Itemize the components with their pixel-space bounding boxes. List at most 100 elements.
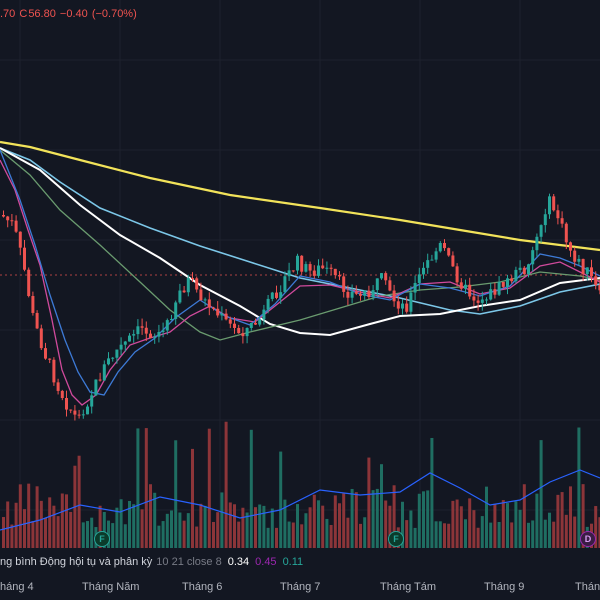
- volume-bar: [522, 484, 526, 548]
- volume-bar: [128, 500, 131, 548]
- volume-bar: [144, 428, 148, 548]
- volume-bar: [342, 493, 346, 548]
- x-axis-label: háng 4: [0, 581, 34, 593]
- ma-white-line: [0, 147, 600, 337]
- candle-body: [136, 326, 140, 335]
- candlestick-series: [2, 193, 600, 421]
- volume-bar: [233, 504, 236, 548]
- volume-bar: [262, 505, 266, 548]
- candle-body: [485, 299, 488, 301]
- ma-blue-line: [0, 147, 600, 315]
- candle-body: [149, 333, 152, 338]
- candle-body: [396, 301, 400, 309]
- volume-bar: [18, 484, 22, 548]
- chart-grid: [0, 0, 600, 548]
- candle-body: [392, 290, 396, 302]
- candle-body: [296, 255, 299, 271]
- volume-bar: [556, 494, 560, 548]
- volume-bar: [44, 517, 47, 548]
- volume-bar: [6, 501, 10, 548]
- volume-histogram: [2, 421, 600, 548]
- volume-bar: [111, 523, 115, 548]
- candle-body: [430, 259, 434, 261]
- candle-body: [170, 318, 173, 321]
- volume-bar: [569, 486, 572, 548]
- dividend-marker-icon[interactable]: D: [580, 531, 596, 547]
- volume-bar: [174, 440, 178, 548]
- candle-body: [342, 276, 346, 292]
- volume-bar: [56, 516, 60, 548]
- candle-body: [52, 359, 56, 383]
- candle-body: [464, 284, 467, 289]
- candle-body: [531, 250, 535, 265]
- volume-bar: [39, 500, 43, 548]
- volume-bar: [392, 485, 396, 548]
- volume-bar: [195, 526, 199, 548]
- volume-bar: [216, 512, 220, 548]
- volume-bar: [489, 522, 493, 548]
- candle-body: [262, 309, 266, 320]
- candle-body: [564, 223, 568, 243]
- candle-body: [333, 268, 337, 276]
- volume-bar: [228, 502, 232, 548]
- volume-bar: [136, 428, 140, 548]
- volume-bar: [535, 493, 539, 548]
- volume-bar: [258, 504, 262, 548]
- volume-bar: [598, 517, 600, 548]
- volume-bar: [350, 488, 354, 548]
- ma-green-line: [0, 149, 600, 341]
- candle-body: [501, 281, 505, 287]
- volume-bar: [363, 517, 367, 548]
- candle-body: [329, 267, 333, 269]
- candle-body: [6, 216, 10, 221]
- candle-body: [497, 281, 501, 295]
- volume-bar: [417, 493, 421, 548]
- candle-body: [119, 344, 123, 350]
- financials-marker-icon[interactable]: F: [388, 531, 404, 547]
- volume-bar: [60, 493, 64, 548]
- volume-bar: [115, 507, 119, 548]
- financials-marker-icon[interactable]: F: [94, 531, 110, 547]
- candle-body: [111, 357, 115, 359]
- candle-body: [317, 265, 320, 276]
- candle-body: [388, 280, 392, 291]
- volume-bar: [212, 521, 215, 548]
- ohlc-readout: .70 C56.80 −0.40 (−0.70%): [0, 8, 138, 20]
- x-axis-label: Tháng Năm: [82, 581, 140, 593]
- candle-body: [90, 395, 94, 407]
- volume-bar: [346, 517, 350, 548]
- candle-body: [153, 336, 157, 338]
- candle-body: [459, 282, 463, 289]
- volume-bar: [270, 508, 274, 548]
- volume-bar: [308, 507, 312, 548]
- volume-bar: [52, 505, 56, 548]
- histogram-value: 0.11: [282, 556, 304, 568]
- candle-body: [174, 302, 178, 319]
- volume-bar: [480, 516, 484, 548]
- volume-bar: [304, 513, 308, 548]
- volume-bar: [123, 524, 127, 548]
- macd-legend[interactable]: ng bình Động hội tụ và phân kỳ 10 21 clos…: [0, 556, 303, 568]
- candle-body: [94, 379, 98, 396]
- candle-body: [140, 326, 144, 328]
- candle-body: [157, 331, 161, 337]
- candle-body: [212, 307, 215, 309]
- volume-bar: [333, 495, 337, 548]
- volume-bar: [493, 503, 497, 548]
- volume-bar: [296, 504, 299, 548]
- volume-bar: [266, 527, 270, 548]
- volume-bar: [283, 499, 287, 548]
- volume-bar: [577, 427, 581, 548]
- candle-body: [56, 382, 60, 391]
- candle-body: [321, 265, 325, 269]
- candle-body: [548, 196, 551, 215]
- moving-average-lines: [0, 140, 600, 406]
- volume-bar: [102, 511, 106, 548]
- volume-bar: [527, 522, 530, 548]
- volume-bar: [287, 521, 291, 548]
- candle-body: [165, 320, 169, 331]
- volume-bar: [388, 505, 392, 548]
- candle-body: [283, 276, 287, 293]
- candle-body: [375, 278, 379, 291]
